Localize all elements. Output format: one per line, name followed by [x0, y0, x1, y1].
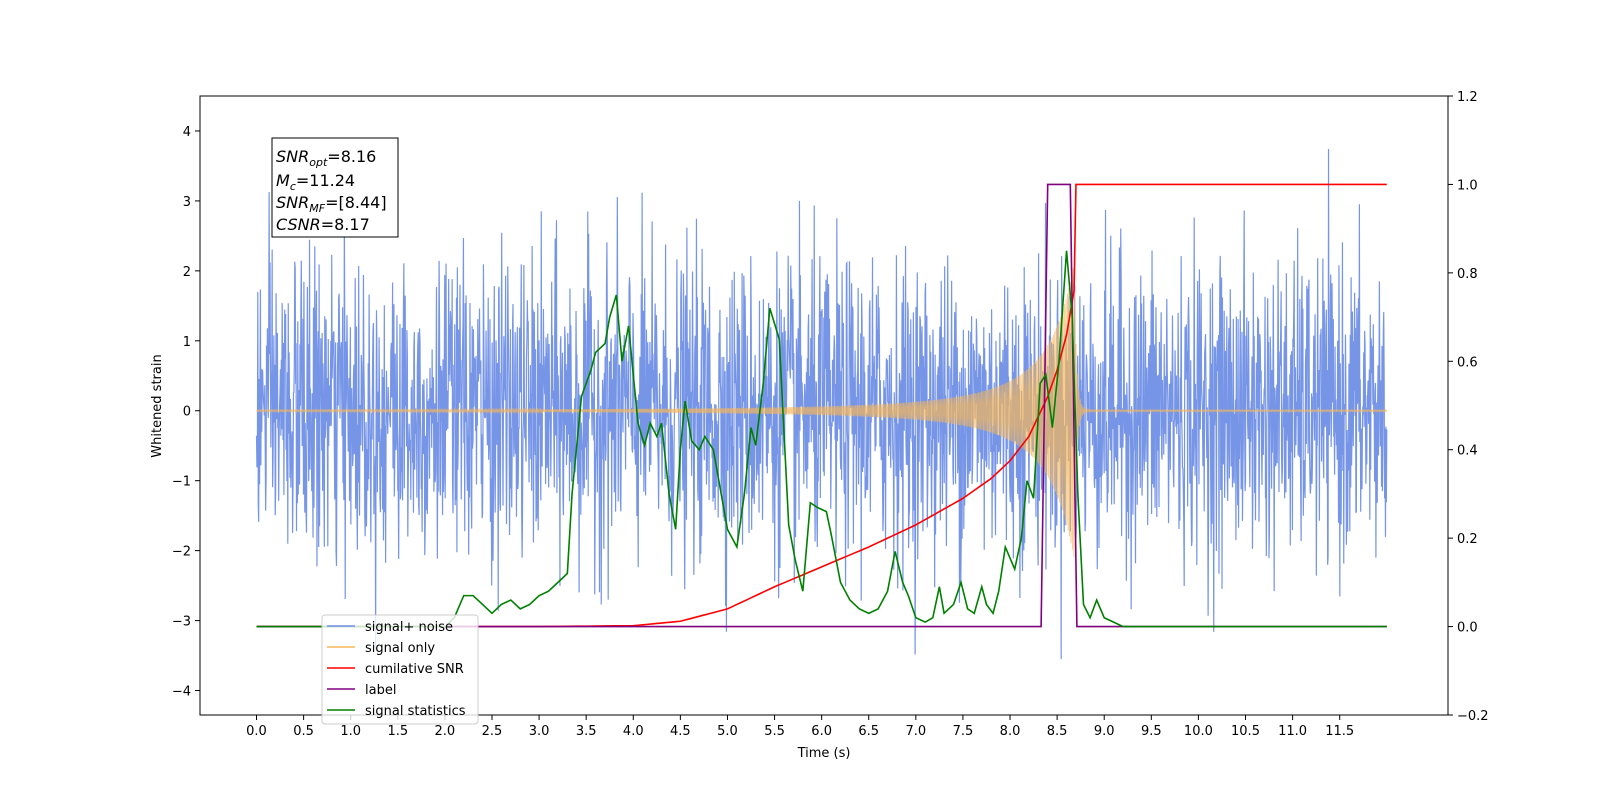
y-tick-label: 3 [183, 195, 191, 210]
x-tick-label: 9.0 [1094, 724, 1115, 739]
x-tick-label: 2.0 [435, 724, 456, 739]
x-tick-label: 0.5 [293, 724, 314, 739]
y-tick-label: −2 [172, 545, 191, 560]
y2-tick-label: 0.2 [1457, 532, 1478, 547]
y-tick-label: −3 [172, 615, 191, 630]
legend-entry-signal-only: signal only [327, 641, 435, 656]
x-axis-label: Time (s) [797, 746, 851, 761]
y-axis-label: Whitened strain [150, 354, 165, 457]
x-tick-label: 3.5 [576, 724, 597, 739]
x-tick-label: 6.0 [811, 724, 832, 739]
legend-entry-signal-noise: signal+ noise [327, 620, 453, 635]
y2-tick-label: −0.2 [1457, 709, 1489, 724]
x-tick-label: 4.5 [670, 724, 691, 739]
legend-entry-cumulative-snr: cumilative SNR [327, 662, 464, 677]
svg-text:label: label [365, 683, 396, 698]
x-tick-label: 10.5 [1231, 724, 1260, 739]
x-tick-label: 2.5 [482, 724, 503, 739]
plot-frame [199, 95, 1449, 716]
x-tick-label: 11.0 [1278, 724, 1307, 739]
series-signal-only [256, 268, 1388, 558]
x-tick-label: 1.0 [340, 724, 361, 739]
y-tick-label: 0 [183, 405, 191, 420]
series-cumulative-snr [256, 183, 1387, 628]
x-tick-label: 0.0 [246, 724, 267, 739]
x-tick-label: 5.5 [764, 724, 785, 739]
svg-text:signal statistics: signal statistics [365, 704, 466, 719]
x-tick-label: 4.0 [623, 724, 644, 739]
y-tick-label: 1 [183, 335, 191, 350]
x-tick-label: 7.5 [953, 724, 974, 739]
series-signal-noise-layer [255, 149, 1388, 660]
annotation-csnr: CSNR=8.17 [276, 215, 370, 234]
legend-entry-signal-statistics: signal statistics [327, 704, 466, 719]
x-tick-label: 8.0 [1000, 724, 1021, 739]
annotation-snr-mf: SNRMF=[8.44] [276, 193, 387, 215]
svg-text:signal+ noise: signal+ noise [365, 620, 453, 635]
y2-tick-label: 1.0 [1457, 178, 1478, 193]
x-tick-label: 10.0 [1184, 724, 1213, 739]
y-tick-label: 2 [183, 265, 191, 280]
x-tick-label: 6.5 [858, 724, 879, 739]
y2-tick-label: 1.2 [1457, 90, 1478, 105]
y-tick-label: −1 [172, 475, 191, 490]
svg-text:signal only: signal only [365, 641, 435, 656]
svg-text:cumilative SNR: cumilative SNR [365, 662, 464, 677]
x-tick-label: 3.0 [529, 724, 550, 739]
series-right-axis-layer [256, 183, 1387, 628]
x-tick-label: 5.0 [717, 724, 738, 739]
annotation-snr-opt: SNRopt=8.16 [276, 147, 376, 169]
y-tick-label: 4 [183, 125, 191, 140]
x-tick-label: 11.5 [1325, 724, 1354, 739]
annotation-box: SNRopt=8.16 Mc=11.24 SNRMF=[8.44] CSNR=8… [271, 137, 399, 238]
axes-layer: 0.0 0.5 1.0 1.5 2.0 2.5 3.0 3.5 4.0 4.5 5.0 5.5 6.0 6… [172, 90, 1489, 739]
series-signal-statistics [256, 250, 1387, 628]
series-signal-noise [255, 149, 1388, 660]
x-tick-label: 9.5 [1141, 724, 1162, 739]
y2-tick-label: 0.4 [1457, 444, 1478, 459]
x-tick-label: 8.5 [1047, 724, 1068, 739]
y-tick-label: −4 [172, 685, 191, 700]
y2-tick-label: 0.0 [1457, 621, 1478, 636]
x-tick-label: 7.0 [905, 724, 926, 739]
x-tick-label: 1.5 [387, 724, 408, 739]
y2-tick-label: 0.8 [1457, 267, 1478, 282]
annotation-mc: Mc=11.24 [276, 171, 355, 193]
legend-entry-label: label [327, 683, 396, 698]
legend: signal+ noise signal only cumilative SNR… [321, 614, 479, 725]
y2-tick-label: 0.6 [1457, 355, 1478, 370]
series-signal-only-layer [256, 268, 1388, 558]
